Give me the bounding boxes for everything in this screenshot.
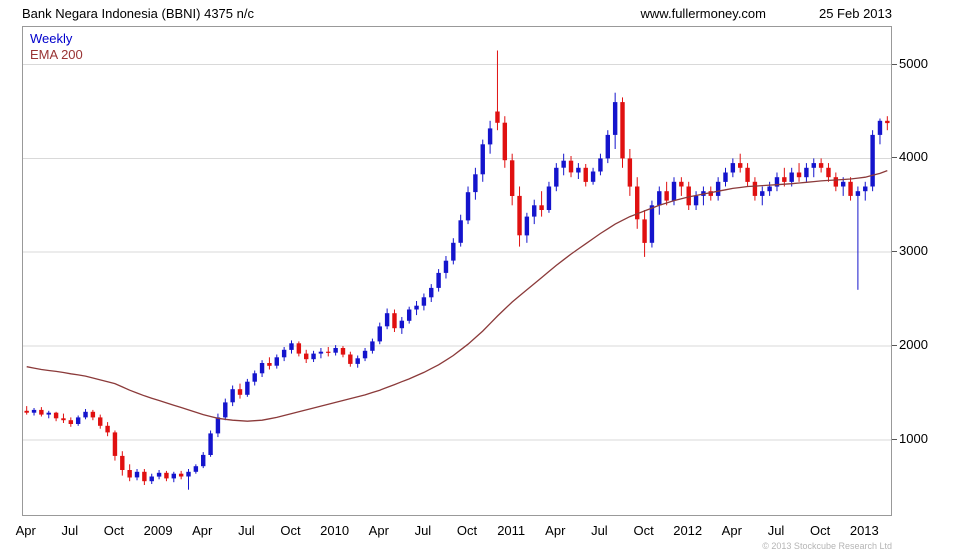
x-axis-tick-label: Oct	[456, 523, 478, 538]
legend-ema-label: EMA 200	[30, 47, 83, 62]
chart-title: Bank Negara Indonesia (BBNI) 4375 n/c	[22, 6, 254, 21]
chart-date: 25 Feb 2013	[818, 6, 892, 21]
fullermoney-link[interactable]: www.fullermoney.com	[640, 6, 766, 21]
x-axis-tick-label: Apr	[721, 523, 742, 538]
x-axis-tick-label: Oct	[103, 523, 125, 538]
y-axis-tick-label: 3000	[899, 243, 928, 259]
y-axis-tick-label: 5000	[899, 55, 928, 71]
price-chart-svg	[23, 50, 891, 490]
x-axis-tick-label: 2011	[497, 523, 526, 538]
x-axis-tick-label: Apr	[15, 523, 36, 538]
y-axis-tick-mark	[892, 63, 897, 65]
y-axis-tick-mark	[892, 251, 897, 253]
legend-weekly-label: Weekly	[30, 31, 73, 46]
x-axis-tick-label: 2010	[320, 523, 350, 538]
y-axis-tick-label: 2000	[899, 337, 928, 353]
x-axis-tick-label: Apr	[192, 523, 213, 538]
x-axis-tick-label: Oct	[633, 523, 654, 538]
x-axis-tick-label: 2009	[143, 523, 173, 538]
x-axis-tick-label: Oct	[809, 523, 831, 538]
y-axis-tick-label: 1000	[899, 430, 928, 446]
x-axis-tick-label: 2013	[849, 523, 879, 538]
x-axis-tick-label: Jul	[767, 523, 785, 538]
y-axis-tick-mark	[892, 157, 897, 159]
x-axis-tick-label: Oct	[280, 523, 301, 538]
y-axis-tick-mark	[892, 345, 897, 347]
chart-legend: Weekly EMA 200	[30, 31, 83, 63]
x-axis-tick-label: Jul	[238, 523, 255, 538]
x-axis-tick-label: Jul	[591, 523, 608, 538]
y-axis-tick-mark	[892, 438, 897, 440]
y-axis-tick-label: 4000	[899, 149, 928, 165]
x-axis-tick-label: Apr	[545, 523, 566, 538]
x-axis-tick-label: 2012	[673, 523, 703, 538]
chart-area: Weekly EMA 200	[22, 26, 892, 516]
x-axis-tick-label: Jul	[414, 523, 432, 538]
copyright-notice: © 2013 Stockcube Research Ltd	[762, 541, 892, 551]
x-axis-tick-label: Jul	[61, 523, 79, 538]
x-axis-tick-label: Apr	[368, 523, 389, 538]
